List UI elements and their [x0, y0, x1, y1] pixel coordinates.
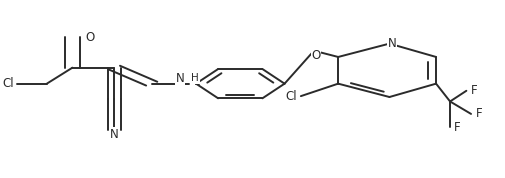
Text: Cl: Cl: [3, 77, 14, 90]
Text: F: F: [453, 121, 460, 134]
Text: O: O: [85, 31, 94, 44]
Text: N: N: [110, 128, 119, 141]
Text: N: N: [387, 37, 395, 50]
Text: O: O: [311, 49, 320, 62]
Text: F: F: [470, 84, 477, 97]
Text: Cl: Cl: [285, 90, 296, 103]
Text: F: F: [475, 107, 481, 121]
Text: H: H: [191, 73, 198, 83]
Text: N: N: [175, 72, 184, 85]
